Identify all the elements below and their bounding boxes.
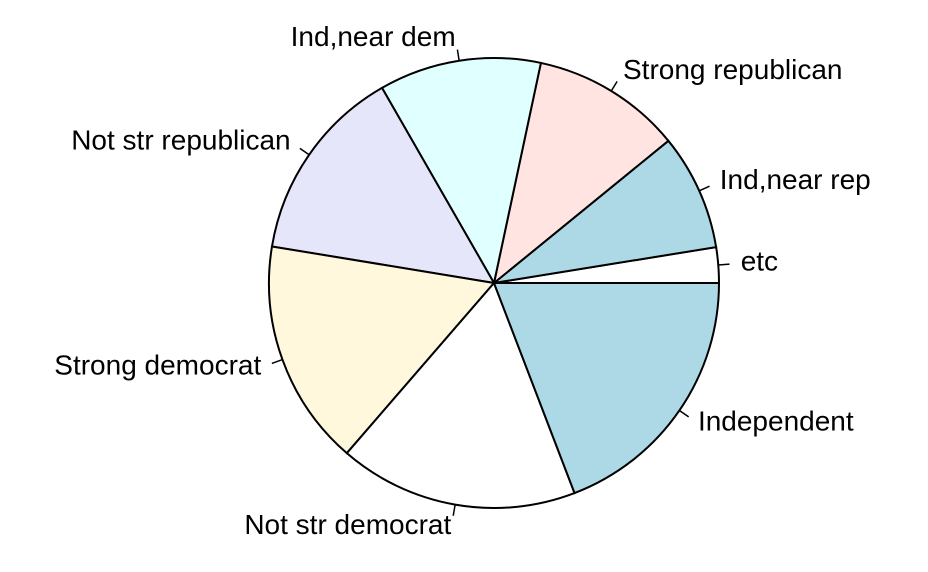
label-tick (452, 504, 456, 516)
slice-label: Independent (698, 406, 854, 437)
label-tick (271, 358, 283, 365)
label-tick (456, 49, 460, 61)
label-tick (610, 80, 618, 92)
label-tick (299, 147, 310, 156)
slice-label: Strong democrat (54, 350, 261, 381)
pie-slice (492, 282, 721, 495)
slice-label: etc (741, 246, 778, 277)
slice-label: Not str republican (71, 124, 290, 155)
pie-slice (345, 281, 576, 509)
label-tick (698, 185, 710, 192)
label-tick (718, 263, 730, 266)
slice-label: Ind,near dem (291, 21, 456, 52)
pie-slice (492, 61, 670, 286)
slice-label: Ind,near rep (720, 164, 871, 195)
pie-slice (268, 245, 496, 455)
slice-label: Strong republican (623, 54, 842, 85)
pie-slice (490, 139, 718, 285)
slice-label: Not str democrat (244, 509, 451, 540)
label-tick (678, 409, 690, 418)
